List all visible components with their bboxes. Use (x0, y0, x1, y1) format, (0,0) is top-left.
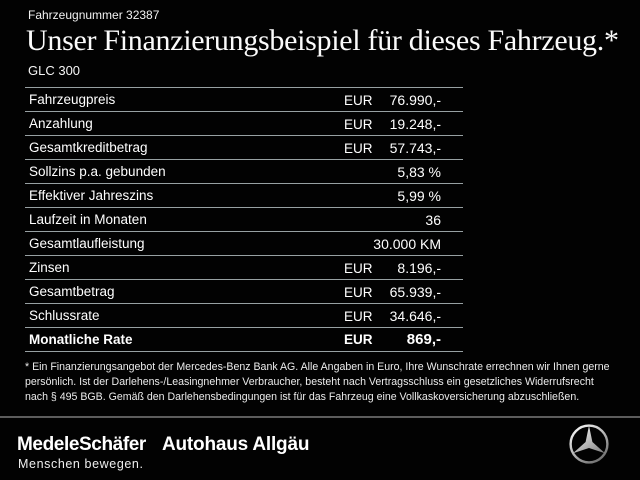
row-value: 5,83 % (397, 163, 441, 180)
row-value: 19.248,- (389, 115, 441, 132)
table-row: Effektiver Jahreszins 5,99 % (25, 184, 463, 208)
table-row: Laufzeit in Monaten 36 (25, 208, 463, 232)
page-title: Unser Finanzierungsbeispiel für dieses F… (26, 24, 619, 57)
row-value: 57.743,- (389, 139, 441, 156)
table-row: Anzahlung EUR 19.248,- (25, 112, 463, 136)
table-row: Sollzins p.a. gebunden 5,83 % (25, 160, 463, 184)
table-row-monthly-rate: Monatliche Rate EUR 869,- (25, 328, 463, 352)
row-label: Fahrzeugpreis (29, 92, 116, 107)
row-label: Monatliche Rate (29, 332, 133, 347)
row-label: Gesamtkreditbetrag (29, 140, 148, 155)
table-row: Gesamtlaufleistung 30.000 KM (25, 232, 463, 256)
row-currency: EUR (344, 260, 373, 276)
row-label: Zinsen (29, 260, 70, 275)
row-label: Laufzeit in Monaten (29, 212, 147, 227)
row-currency: EUR (344, 140, 373, 156)
row-label: Anzahlung (29, 116, 93, 131)
vehicle-number: Fahrzeugnummer 32387 (28, 8, 160, 22)
vehicle-model: GLC 300 (28, 63, 81, 78)
table-row: Schlussrate EUR 34.646,- (25, 304, 463, 328)
row-label: Sollzins p.a. gebunden (29, 164, 166, 179)
row-label: Effektiver Jahreszins (29, 188, 154, 203)
finance-table: Fahrzeugpreis EUR 76.990,- Anzahlung EUR 1… (25, 87, 463, 352)
row-label: Schlussrate (29, 308, 100, 323)
row-currency: EUR (344, 92, 373, 108)
mercedes-star-icon (567, 422, 611, 466)
row-value: 36 (425, 211, 441, 228)
footer: MedeleSchäfer Autohaus Allgäu Menschen b… (0, 418, 640, 480)
table-row: Gesamtbetrag EUR 65.939,- (25, 280, 463, 304)
row-currency: EUR (344, 332, 373, 347)
row-currency: EUR (344, 116, 373, 132)
row-value: 5,99 % (397, 187, 441, 204)
row-value: 76.990,- (389, 91, 441, 108)
row-value: 34.646,- (389, 307, 441, 324)
footer-divider (0, 416, 640, 418)
table-row: Zinsen EUR 8.196,- (25, 256, 463, 280)
row-currency: EUR (344, 308, 373, 324)
table-row: Fahrzeugpreis EUR 76.990,- (25, 88, 463, 112)
row-value: 8.196,- (397, 259, 441, 276)
table-row: Gesamtkreditbetrag EUR 57.743,- (25, 136, 463, 160)
dealer-logo-secondary: Autohaus Allgäu (162, 434, 310, 455)
row-label: Gesamtbetrag (29, 284, 115, 299)
row-value: 869,- (406, 331, 441, 348)
row-value: 65.939,- (389, 283, 441, 300)
dealer-tagline: Menschen bewegen. (18, 457, 144, 471)
row-currency: EUR (344, 284, 373, 300)
dealer-logo: MedeleSchäfer (17, 434, 146, 455)
legal-footnote: * Ein Finanzierungsangebot der Mercedes-… (25, 361, 610, 403)
row-label: Gesamtlaufleistung (29, 236, 145, 251)
row-value: 30.000 KM (373, 235, 441, 252)
